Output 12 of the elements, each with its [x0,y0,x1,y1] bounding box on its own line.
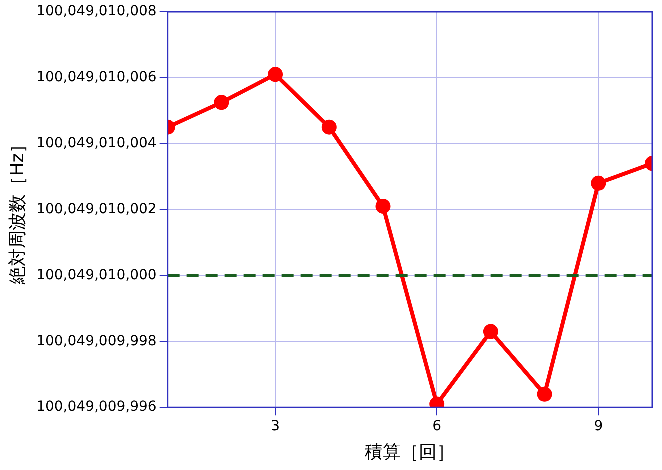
y-tick-label: 100,049,009,996 [36,399,157,416]
y-axis-title: 絶対周波数［Hz］ [7,135,28,286]
y-tick-label: 100,049,010,006 [36,70,157,86]
x-tick-label: 9 [594,418,604,435]
x-axis-title: 積算［回］ [365,442,456,463]
x-tick-label: 6 [432,418,442,435]
y-tick-label: 100,049,010,002 [36,201,157,218]
y-tick-label: 100,049,010,000 [36,267,157,284]
y-tick-label: 100,049,010,004 [36,136,157,152]
y-tick-label: 100,049,010,008 [36,4,157,20]
y-tick-label: 100,049,009,998 [36,333,157,350]
x-tick-label: 3 [271,418,280,435]
